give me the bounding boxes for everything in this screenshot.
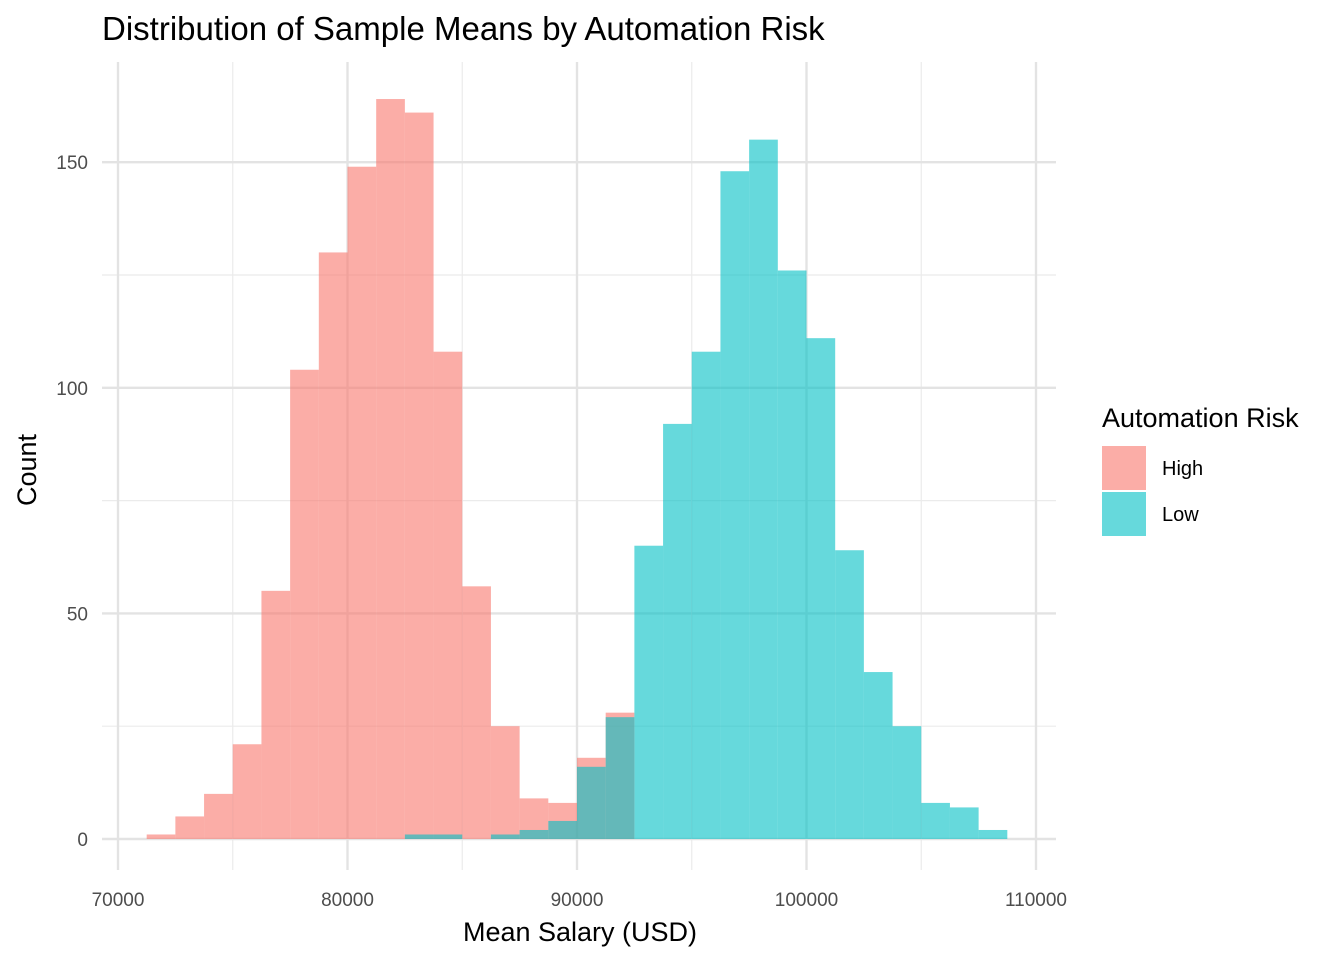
histogram-bar bbox=[720, 171, 750, 839]
histogram-bar bbox=[261, 590, 291, 839]
legend-swatch bbox=[1102, 446, 1146, 490]
histogram-bar bbox=[634, 545, 664, 839]
histogram-bar bbox=[863, 672, 893, 839]
histogram-bar bbox=[232, 744, 262, 839]
y-tick-label: 50 bbox=[67, 604, 88, 625]
histogram-bars bbox=[146, 99, 1008, 840]
histogram-bar bbox=[519, 829, 549, 839]
histogram-bar bbox=[376, 99, 405, 840]
legend: Automation Risk High Low bbox=[1102, 403, 1299, 536]
x-tick-label: 110000 bbox=[1005, 890, 1067, 911]
histogram-bar bbox=[777, 270, 807, 839]
y-tick-label: 150 bbox=[56, 153, 88, 174]
y-tick-label: 100 bbox=[56, 379, 88, 400]
x-axis-title: Mean Salary (USD) bbox=[463, 917, 697, 947]
y-tick-label: 0 bbox=[77, 830, 88, 851]
histogram-bar bbox=[577, 766, 606, 839]
histogram-bar bbox=[605, 717, 635, 839]
histogram-bar bbox=[548, 820, 577, 839]
histogram-bar bbox=[175, 816, 205, 839]
histogram-bar bbox=[949, 807, 979, 839]
histogram-bar bbox=[691, 351, 721, 839]
chart-title: Distribution of Sample Means by Automati… bbox=[102, 10, 825, 47]
histogram-bar bbox=[433, 351, 463, 839]
histogram-bar bbox=[204, 793, 233, 839]
legend-title: Automation Risk bbox=[1102, 403, 1299, 433]
histogram-bar bbox=[347, 166, 377, 839]
series-low bbox=[404, 139, 1008, 839]
histogram-bar bbox=[146, 834, 176, 839]
histogram-bar bbox=[490, 726, 520, 839]
x-axis-ticks: 70000 80000 90000 100000 110000 bbox=[92, 890, 1067, 911]
histogram-bar bbox=[806, 338, 836, 839]
histogram-bar bbox=[404, 834, 434, 839]
histogram-bar bbox=[433, 834, 463, 839]
histogram-bar bbox=[749, 139, 778, 839]
grid-minor bbox=[102, 62, 1056, 870]
histogram-bar bbox=[290, 369, 319, 839]
histogram-bar bbox=[835, 550, 864, 839]
legend-swatch bbox=[1102, 492, 1146, 536]
x-tick-label: 100000 bbox=[775, 890, 838, 911]
histogram-bar bbox=[490, 834, 520, 839]
series-high bbox=[146, 99, 635, 840]
y-axis-title: Count bbox=[12, 433, 42, 506]
histogram-bar bbox=[404, 112, 434, 840]
histogram-bar bbox=[921, 802, 950, 839]
histogram-bar bbox=[978, 829, 1008, 839]
legend-items: High Low bbox=[1102, 446, 1203, 536]
histogram-bar bbox=[663, 423, 692, 839]
histogram-bar bbox=[318, 252, 348, 839]
legend-label: Low bbox=[1162, 504, 1199, 526]
x-tick-label: 90000 bbox=[551, 890, 604, 911]
histogram-bar bbox=[462, 586, 491, 839]
histogram-bar bbox=[892, 726, 922, 839]
x-tick-label: 70000 bbox=[92, 890, 145, 911]
legend-label: High bbox=[1162, 458, 1203, 480]
x-tick-label: 80000 bbox=[321, 890, 374, 911]
y-axis-ticks: 0 50 100 150 bbox=[56, 153, 88, 851]
